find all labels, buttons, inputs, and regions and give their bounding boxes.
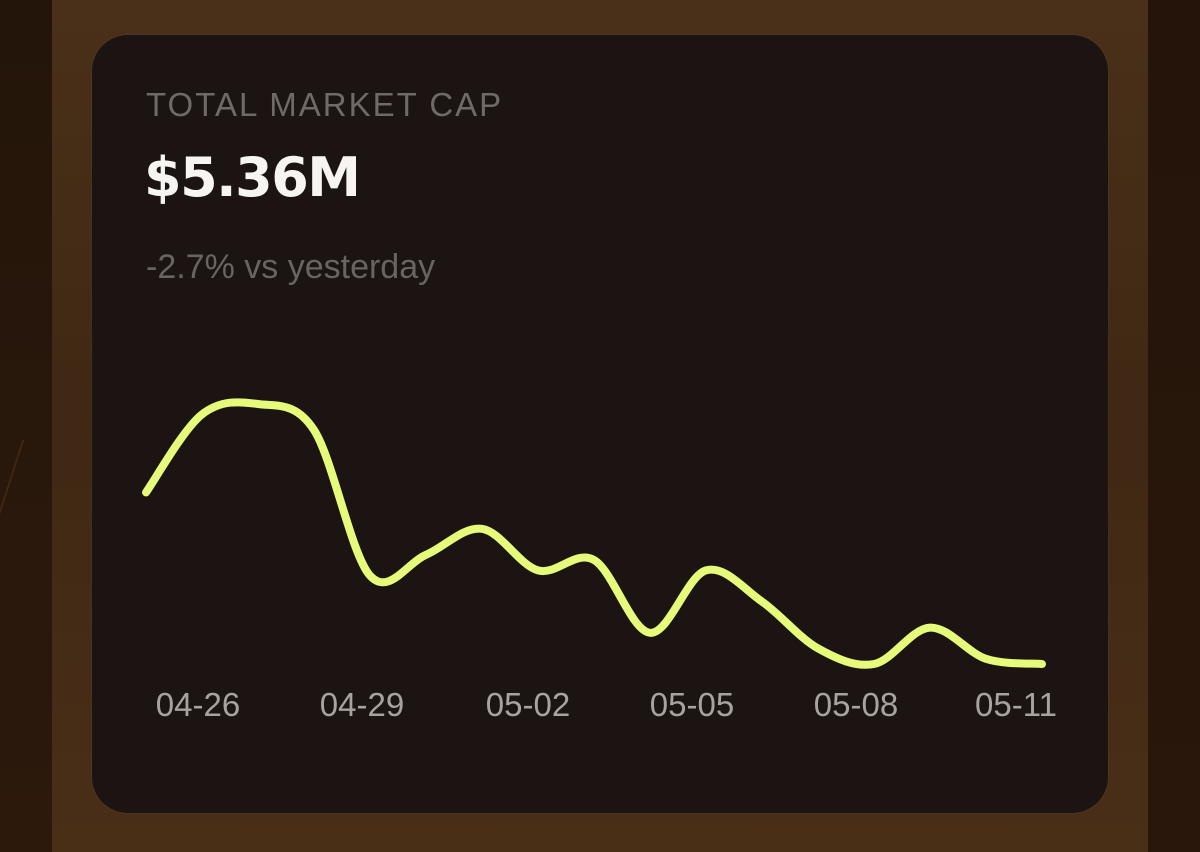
market-cap-label: TOTAL MARKET CAP [146, 86, 504, 123]
market-cap-card [92, 35, 1108, 813]
x-tick-label: 04-26 [156, 686, 240, 723]
background-left-strip [0, 0, 52, 852]
x-tick-label: 05-11 [975, 686, 1057, 723]
market-cap-value: $5.36M [144, 146, 361, 209]
x-tick-label: 05-08 [814, 686, 898, 723]
x-tick-label: 05-02 [486, 686, 570, 723]
market-cap-line [142, 398, 1046, 669]
x-tick-label: 04-29 [320, 686, 404, 723]
x-tick-label: 05-05 [650, 686, 734, 723]
background-right-strip [1148, 0, 1200, 852]
market-cap-change: -2.7% vs yesterday [146, 248, 436, 286]
